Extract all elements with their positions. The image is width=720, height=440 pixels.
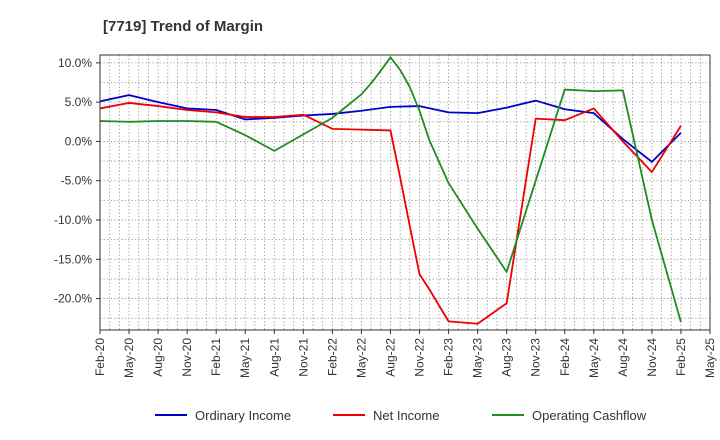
x-tick-label: Aug-23 (500, 338, 514, 377)
x-tick-label: Aug-22 (383, 338, 397, 377)
x-tick-label: Nov-21 (296, 338, 310, 377)
y-tick-label: 5.0% (65, 95, 93, 109)
legend-item-net-income: Net Income (333, 408, 439, 423)
y-tick-label: -15.0% (54, 252, 92, 266)
x-tick-label: Feb-25 (674, 338, 688, 376)
legend-item-ordinary-income: Ordinary Income (155, 408, 291, 423)
x-axis: Feb-20 May-20 Aug-20 Nov-20 Feb-21 May-21 Aug-… (93, 330, 717, 378)
x-tick-label: Aug-21 (267, 338, 281, 377)
legend: Ordinary Income Net Income Operating Cashf… (155, 408, 647, 423)
x-tick-label: May-25 (703, 338, 717, 378)
x-tick-label: Nov-20 (180, 338, 194, 377)
grid (99, 55, 711, 330)
x-tick-label: Aug-24 (616, 338, 630, 377)
x-tick-label: Feb-23 (442, 338, 456, 376)
y-tick-label: -5.0% (61, 174, 93, 188)
legend-label: Net Income (373, 408, 439, 423)
plot-frame (99, 54, 711, 331)
legend-label: Operating Cashflow (532, 408, 647, 423)
x-tick-label: Feb-22 (325, 338, 339, 376)
series-line-operating-cashflow (99, 56, 682, 323)
y-tick-label: -10.0% (54, 213, 92, 227)
x-tick-label: Nov-24 (645, 338, 659, 377)
chart-title: [7719] Trend of Margin (103, 18, 263, 35)
legend-label: Ordinary Income (195, 408, 291, 423)
series-line-net-income (99, 102, 682, 325)
x-tick-label: Nov-22 (413, 338, 427, 377)
x-tick-label: Aug-20 (151, 338, 165, 377)
x-tick-label: May-24 (587, 338, 601, 378)
y-axis: 10.0% 5.0% 0.0% -5.0% -10.0% -15.0% -20.0% (54, 56, 100, 306)
y-tick-label: 0.0% (65, 134, 93, 148)
y-tick-label: -20.0% (54, 292, 92, 306)
x-tick-label: Feb-20 (93, 338, 107, 376)
x-tick-label: Feb-24 (558, 338, 572, 376)
x-tick-label: May-22 (354, 338, 368, 378)
x-tick-label: Feb-21 (209, 338, 223, 376)
legend-item-operating-cashflow: Operating Cashflow (492, 408, 647, 423)
x-tick-label: May-21 (238, 338, 252, 378)
x-tick-label: May-23 (471, 338, 485, 378)
y-tick-label: 10.0% (58, 56, 92, 70)
series-lines (99, 56, 682, 325)
x-tick-label: May-20 (122, 338, 136, 378)
x-tick-label: Nov-23 (529, 338, 543, 377)
